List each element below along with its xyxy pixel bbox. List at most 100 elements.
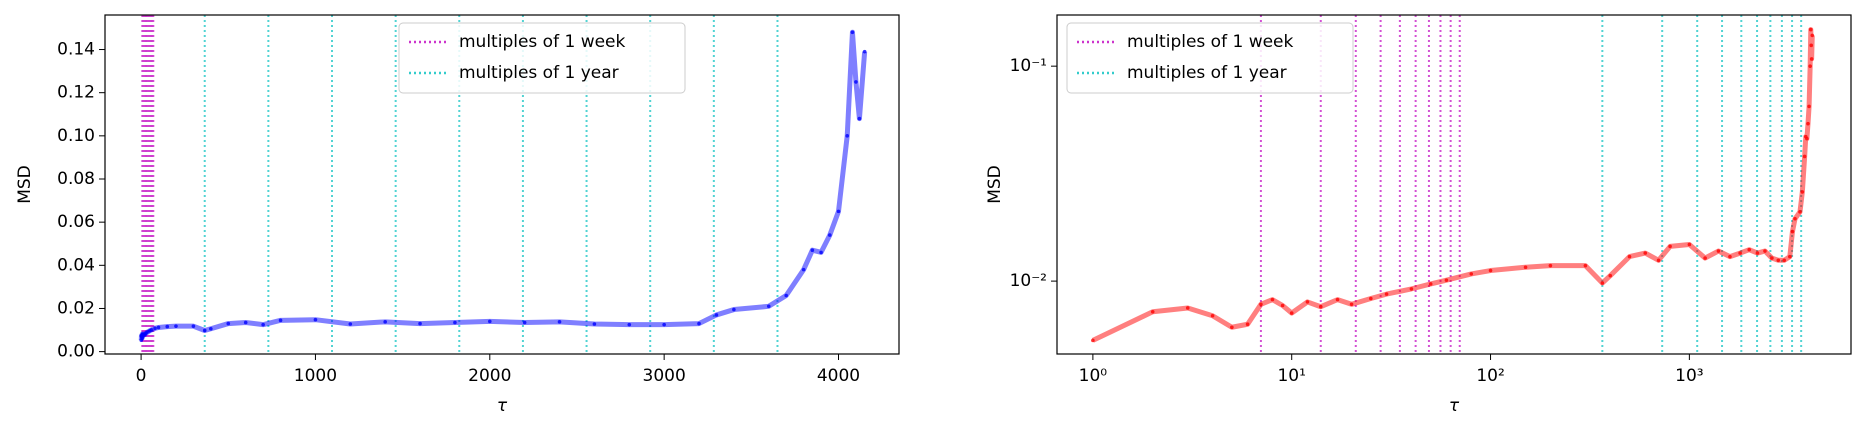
data-point	[1643, 251, 1648, 255]
x-axis-label: τ	[497, 396, 508, 416]
data-point	[1185, 306, 1190, 310]
y-tick-label: 0.04	[57, 255, 95, 275]
data-point	[1280, 303, 1285, 308]
data-point	[810, 248, 815, 253]
data-point	[1807, 104, 1811, 109]
data-point	[153, 326, 157, 331]
y-tick-label: 10⁻¹	[1010, 56, 1047, 76]
data-point	[1091, 338, 1095, 343]
data-point	[1270, 297, 1275, 302]
data-point	[1469, 272, 1474, 276]
data-point	[845, 134, 850, 138]
data-point	[1349, 302, 1354, 307]
y-tick-label: 0.02	[57, 298, 95, 318]
x-axis-label: τ	[1449, 396, 1460, 416]
legend-label: multiples of 1 year	[1127, 63, 1287, 83]
y-tick-label: 10⁻²	[1010, 271, 1047, 291]
x-tick-label: 10⁰	[1079, 366, 1108, 386]
data-point	[766, 304, 771, 309]
data-point	[261, 322, 265, 327]
data-point	[801, 267, 806, 272]
data-point	[1656, 258, 1661, 263]
legend-box	[1066, 22, 1354, 94]
data-point	[1738, 251, 1742, 255]
data-point	[1369, 296, 1373, 301]
data-point	[1805, 136, 1809, 141]
data-point	[819, 250, 823, 255]
data-point	[1444, 278, 1449, 282]
data-point	[1600, 281, 1605, 285]
y-tick-label: 0.12	[57, 83, 95, 103]
y-tick-label: 0.00	[57, 342, 95, 362]
data-point	[1703, 256, 1707, 260]
data-point	[1800, 190, 1805, 194]
data-point	[348, 322, 353, 326]
data-point	[862, 49, 867, 54]
data-point	[854, 80, 858, 84]
x-tick-label: 3000	[643, 366, 686, 386]
y-tick-label: 0.06	[57, 212, 95, 232]
data-point	[697, 321, 701, 326]
data-point	[1808, 64, 1812, 68]
data-point	[732, 307, 736, 312]
data-point	[1488, 268, 1493, 273]
data-point	[1150, 309, 1155, 314]
data-point	[418, 321, 422, 326]
data-point	[1409, 287, 1414, 291]
data-point	[857, 116, 862, 121]
data-point	[836, 209, 841, 214]
data-point	[1782, 258, 1787, 263]
plot-area	[1091, 15, 1815, 354]
data-point	[1583, 263, 1588, 268]
x-tick-label: 2000	[468, 366, 511, 386]
data-point	[383, 320, 387, 324]
legend-box	[398, 22, 686, 94]
data-point	[1763, 249, 1767, 253]
data-point	[1716, 249, 1721, 253]
data-point	[522, 320, 527, 325]
data-point	[1809, 57, 1814, 61]
data-point	[1776, 258, 1781, 263]
data-point	[1798, 210, 1802, 214]
data-point	[1259, 302, 1263, 307]
axes-frame	[1056, 14, 1852, 355]
data-point	[1523, 265, 1528, 270]
data-point	[1806, 121, 1810, 126]
data-point	[1809, 43, 1814, 48]
data-point	[1289, 311, 1294, 315]
x-tick-label: 1000	[294, 366, 337, 386]
data-point	[592, 322, 597, 326]
data-point	[662, 322, 666, 327]
legend: multiples of 1 week multiples of 1 year	[1066, 22, 1354, 94]
data-point	[174, 324, 178, 328]
data-point	[209, 326, 213, 331]
y-tick-label: 0.14	[57, 40, 95, 60]
data-point	[1428, 282, 1433, 286]
data-point	[1790, 229, 1795, 234]
data-point	[1335, 297, 1340, 302]
data-point	[827, 233, 832, 237]
data-point	[1608, 273, 1613, 278]
data-point	[1627, 254, 1632, 259]
data-point	[627, 322, 632, 327]
data-point	[1728, 254, 1732, 259]
axes-frame	[104, 14, 900, 355]
data-point	[1668, 244, 1672, 249]
y-axis-label: MSD	[15, 165, 35, 204]
data-point	[1305, 300, 1310, 304]
x-tick-label: 0	[136, 366, 147, 386]
data-point	[1770, 256, 1774, 260]
data-point	[313, 317, 318, 322]
data-point	[278, 318, 283, 323]
data-point	[1747, 247, 1752, 252]
data-point	[1245, 322, 1250, 327]
data-point	[191, 324, 196, 328]
data-point	[784, 293, 788, 298]
y-tick-label: 0.08	[57, 169, 95, 189]
legend-label: multiples of 1 week	[1127, 32, 1294, 52]
data-point	[1793, 216, 1797, 221]
x-tick-label: 10¹	[1277, 366, 1305, 386]
data-point	[226, 321, 231, 326]
x-tick-label: 10³	[1675, 366, 1703, 386]
